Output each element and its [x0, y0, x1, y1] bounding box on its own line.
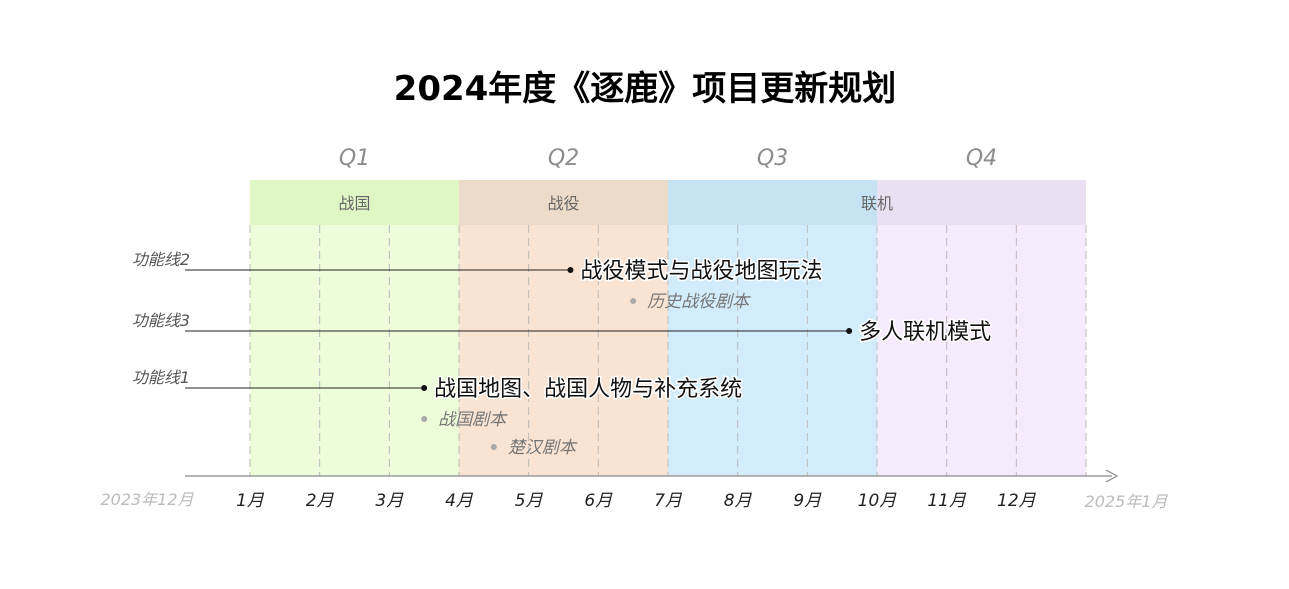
sub-item-dot [630, 298, 637, 304]
quarter-label: Q3 [757, 146, 788, 171]
feature-line-label: 功能线1 [132, 368, 190, 387]
milestone-label: 多人联机模式 [859, 320, 991, 345]
month-tick-label: 5月 [515, 491, 544, 511]
month-tick-label: 12月 [997, 491, 1037, 511]
quarter-labels: Q1 Q2 Q3 Q4 [339, 146, 997, 171]
month-tick-label: 11月 [927, 491, 967, 511]
phase-body [459, 180, 668, 476]
sub-item-dot [421, 416, 428, 422]
sub-item-label: 历史战役剧本 [647, 292, 751, 312]
phase-body [877, 225, 1086, 476]
phase-label: 战国 [338, 194, 370, 213]
quarter-label: Q4 [966, 146, 997, 171]
axis-end-label: 2025年1月 [1085, 492, 1169, 511]
month-tick-label: 8月 [724, 491, 753, 511]
month-gridlines [249, 225, 1087, 476]
sub-item-dot [490, 444, 497, 450]
chart-title: 2024年度《逐鹿》项目更新规划 [394, 69, 897, 109]
month-tick-label: 3月 [375, 491, 404, 511]
quarter-label: Q2 [548, 146, 579, 171]
month-tick-label: 10月 [858, 491, 898, 511]
milestone-dot [421, 385, 428, 391]
axis-arrow-icon [1105, 469, 1119, 483]
phase-band [250, 180, 459, 225]
phase-label: 战役 [547, 194, 579, 213]
phase-label: 联机 [861, 194, 893, 213]
phase-body [668, 225, 877, 476]
month-tick-label: 9月 [793, 491, 822, 511]
milestone-label: 战役模式与战役地图玩法 [580, 259, 822, 284]
sub-item-label: 战国剧本 [438, 410, 508, 430]
feature-line-label: 功能线2 [132, 250, 190, 269]
month-tick-label: 1月 [236, 491, 265, 511]
phase-body [250, 180, 459, 476]
month-tick-label: 4月 [445, 491, 474, 511]
milestone-dot [846, 328, 853, 334]
month-tick-label: 2月 [306, 491, 335, 511]
phase-band [459, 180, 668, 225]
month-tick-label: 6月 [584, 491, 613, 511]
time-axis: 2023年12月 2025年1月 1月 2月 3月 4月 5月 6月 7月 8月 9月 10月 11月 1… [100, 469, 1169, 511]
quarter-label: Q1 [339, 146, 370, 171]
phase-band [877, 180, 1086, 225]
phase-band [668, 180, 877, 225]
month-tick-label: 7月 [654, 491, 683, 511]
sub-item-label: 楚汉剧本 [508, 438, 578, 458]
phase-bodies [250, 180, 1086, 476]
axis-start-label: 2023年12月 [100, 490, 194, 509]
milestone-label: 战国地图、战国人物与补充系统 [434, 377, 742, 402]
feature-line-label: 功能线3 [132, 311, 190, 330]
milestone-dot [567, 267, 574, 273]
phase-bands: 战国 战役 联机 [250, 180, 1086, 225]
